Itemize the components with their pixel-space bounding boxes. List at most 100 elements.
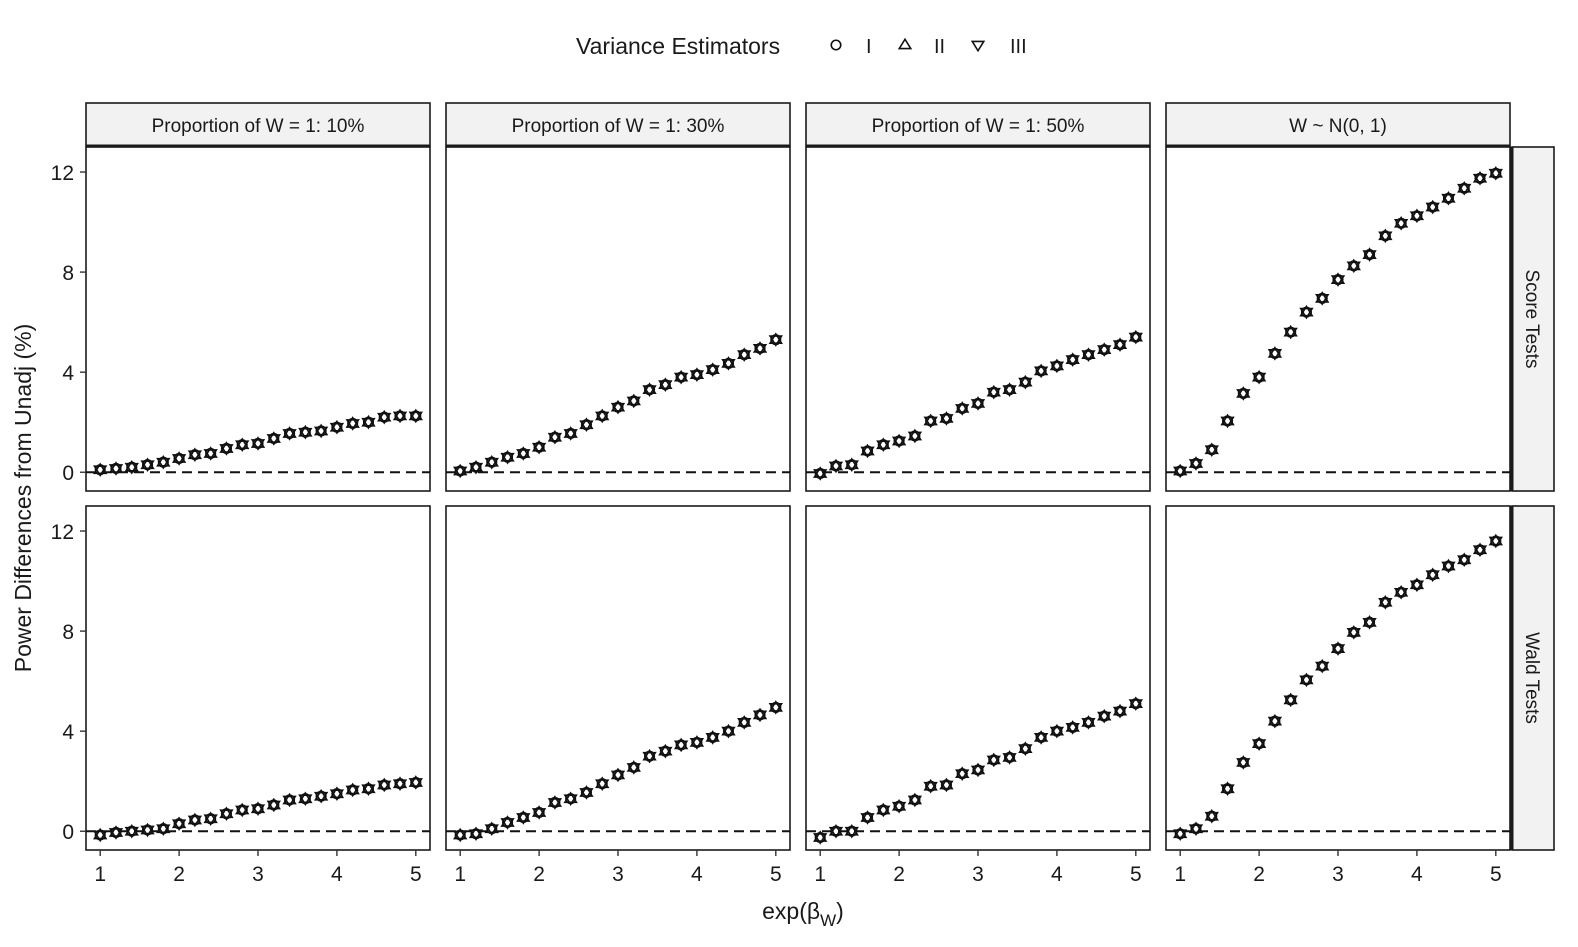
- data-point-III: [1346, 627, 1361, 640]
- data-point-II: [844, 457, 859, 470]
- panel-frame: [805, 146, 1151, 492]
- data-point-II: [93, 462, 108, 475]
- data-point-III: [453, 466, 468, 479]
- data-point-II: [1220, 413, 1235, 426]
- data-point-III: [563, 429, 578, 441]
- data-point-III: [595, 411, 610, 424]
- data-point-III: [689, 738, 705, 750]
- data-point-III: [93, 830, 108, 843]
- data-point-II: [939, 777, 954, 790]
- y-tick-label: 12: [51, 162, 74, 185]
- data-point-II: [235, 802, 250, 815]
- x-axis-title: exp(βW): [762, 898, 844, 930]
- data-point-III: [891, 436, 907, 449]
- data-point-II: [1472, 170, 1488, 183]
- data-point-II: [1204, 442, 1219, 455]
- data-point-III: [156, 824, 171, 837]
- y-tick-label: 0: [62, 821, 74, 844]
- x-tick-label: 4: [1051, 863, 1063, 886]
- data-point-II: [298, 424, 313, 437]
- data-point-II: [1346, 258, 1361, 271]
- data-point-II: [468, 459, 484, 472]
- data-point-II: [187, 447, 203, 460]
- data-point-III: [377, 780, 392, 793]
- data-point-III: [595, 779, 610, 791]
- data-point-III: [266, 434, 281, 446]
- data-point-III: [1128, 699, 1143, 711]
- x-tick-label: 3: [252, 863, 264, 886]
- data-point-II: [171, 451, 187, 463]
- data-point-II: [408, 775, 423, 787]
- data-point-III: [1315, 661, 1330, 674]
- data-point-II: [626, 393, 641, 406]
- data-point-II: [595, 408, 610, 421]
- data-point-II: [1267, 346, 1283, 358]
- data-point-II: [1033, 363, 1049, 376]
- data-point-II: [547, 429, 563, 442]
- data-point-II: [689, 367, 705, 380]
- data-point-II: [986, 384, 1001, 397]
- data-point-III: [705, 365, 720, 377]
- data-point-III: [1299, 675, 1314, 688]
- y-tick-label: 0: [62, 462, 74, 485]
- data-point-III: [923, 781, 938, 794]
- data-point-II: [1251, 369, 1267, 382]
- data-point-III: [1128, 332, 1143, 345]
- data-point-II: [1472, 542, 1488, 555]
- data-point-II: [891, 798, 907, 811]
- data-point-II: [705, 730, 720, 742]
- data-point-II: [1283, 692, 1298, 705]
- data-point-II: [547, 795, 563, 807]
- data-point-III: [345, 419, 360, 431]
- data-point-II: [1081, 715, 1096, 727]
- data-point-III: [860, 813, 875, 825]
- legend-label-2: II: [934, 36, 945, 58]
- data-point-II: [1488, 165, 1503, 178]
- data-point-III: [500, 818, 515, 830]
- data-point-II: [939, 411, 954, 423]
- data-point-III: [531, 808, 547, 820]
- data-point-II: [563, 791, 578, 804]
- data-point-II: [500, 449, 515, 462]
- data-point-II: [1188, 456, 1204, 468]
- data-point-III: [1112, 340, 1128, 352]
- data-point-III: [266, 800, 281, 813]
- data-point-III: [377, 412, 392, 425]
- data-point-II: [813, 466, 828, 478]
- data-point-II: [658, 377, 673, 390]
- data-point-III: [187, 450, 203, 462]
- data-point-III: [219, 444, 234, 456]
- facet-column-label: W ~ N(0, 1): [1289, 116, 1387, 137]
- data-point-II: [1049, 723, 1065, 736]
- data-point-II: [250, 436, 266, 448]
- data-point-III: [171, 454, 187, 466]
- data-point-II: [626, 760, 641, 772]
- data-point-III: [828, 826, 844, 839]
- data-point-II: [1002, 750, 1017, 762]
- data-point-II: [737, 347, 752, 360]
- data-point-II: [1097, 342, 1112, 355]
- data-point-III: [876, 440, 891, 452]
- data-point-III: [282, 429, 297, 441]
- data-point-III: [705, 733, 720, 745]
- data-point-III: [673, 740, 689, 753]
- data-point-III: [923, 416, 938, 429]
- data-point-III: [752, 710, 768, 723]
- facet-panel: [1165, 146, 1511, 492]
- data-point-II: [392, 776, 408, 789]
- data-point-II: [955, 766, 970, 779]
- legend-label-3: III: [1010, 36, 1027, 58]
- data-point-III: [1097, 345, 1112, 357]
- data-point-II: [673, 369, 689, 382]
- data-point-II: [361, 781, 376, 794]
- data-point-III: [844, 460, 859, 473]
- data-point-III: [673, 372, 689, 385]
- data-point-III: [108, 828, 124, 840]
- x-tick-label: 2: [1253, 863, 1265, 886]
- data-point-II: [1362, 247, 1377, 259]
- data-point-II: [250, 801, 266, 814]
- x-tick-label: 5: [770, 863, 782, 886]
- data-point-III: [1299, 307, 1314, 320]
- data-point-II: [986, 752, 1001, 765]
- data-point-II: [1283, 324, 1298, 337]
